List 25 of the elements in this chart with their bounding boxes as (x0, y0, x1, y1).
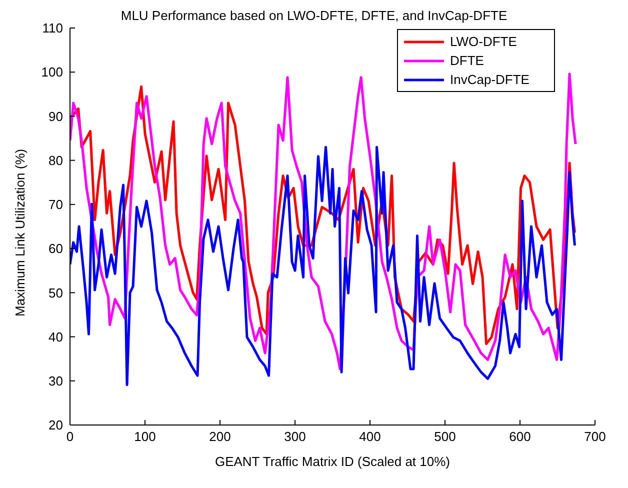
x-tick-label: 700 (584, 429, 606, 444)
y-tick-label: 80 (48, 152, 63, 168)
y-axis-title: Maximum Link Utilization (%) (12, 148, 28, 316)
x-axis-title: GEANT Traffic Matrix ID (Scaled at 10%) (214, 454, 450, 469)
x-tick-label: 500 (434, 429, 456, 444)
legend-label: DFTE (450, 52, 484, 70)
x-tick-label: 600 (509, 429, 531, 444)
y-tick-label: 100 (41, 64, 63, 80)
line-series (70, 146, 576, 386)
legend-label: LWO-DFTE (450, 33, 517, 51)
x-tick-label: 400 (359, 429, 381, 444)
x-tick-label: 0 (66, 429, 74, 444)
legend-label: InvCap-DFTE (450, 71, 530, 89)
x-tick-label: 200 (209, 429, 231, 444)
y-tick-label: 20 (48, 418, 63, 433)
y-tick-label: 110 (42, 20, 63, 36)
y-tick-label: 50 (48, 285, 63, 300)
y-tick-label: 60 (48, 241, 63, 256)
y-tick-label: 40 (48, 329, 63, 344)
y-tick-label: 70 (48, 197, 63, 212)
chart-title: MLU Performance based on LWO-DFTE, DFTE, and InvCap-DFTE (120, 8, 508, 23)
x-tick-label: 100 (134, 429, 156, 444)
x-tick-label: 300 (284, 429, 306, 444)
y-tick-label: 90 (48, 108, 63, 124)
y-tick-label: 30 (48, 374, 63, 389)
